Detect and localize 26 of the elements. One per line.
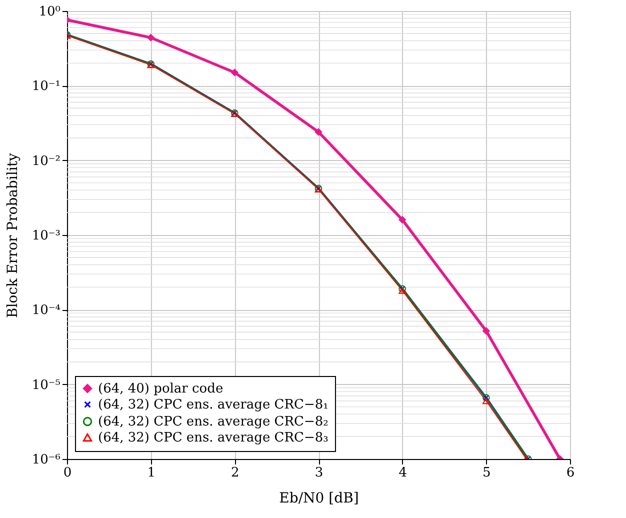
legend-label: (64, 32) CPC ens. average CRC−8₁ <box>98 398 328 412</box>
y-tick-label: 10⁻¹ <box>32 79 60 94</box>
y-tick-label: 10⁻⁵ <box>32 378 60 393</box>
y-axis-title: Block Error Probability <box>4 152 21 318</box>
y-tick-label: 10⁻³ <box>32 228 60 244</box>
x-tick-label: 6 <box>566 466 575 480</box>
y-tick-label: 10⁻² <box>32 154 60 169</box>
y-tick-label: 10⁰ <box>38 4 60 20</box>
y-tick-label: 10⁻⁶ <box>32 452 60 468</box>
point <box>147 34 154 42</box>
y-tick-label: 10⁻⁴ <box>32 303 60 318</box>
legend-label: (64, 40) polar code <box>98 382 224 396</box>
legend-label: (64, 32) CPC ens. average CRC−8₃ <box>98 430 328 446</box>
x-tick-label: 0 <box>63 466 72 480</box>
point <box>482 398 490 404</box>
x-tick-label: 2 <box>231 466 240 480</box>
point <box>482 327 490 335</box>
x-axis-title: Eb/N0 [dB] <box>279 490 359 506</box>
legend-label: (64, 32) CPC ens. average CRC−8₂ <box>98 414 328 430</box>
point <box>398 216 406 224</box>
x-tick-label: 1 <box>147 466 156 480</box>
x-tick-label: 3 <box>314 466 324 480</box>
point <box>231 68 238 76</box>
x-tick-label: 4 <box>398 466 407 480</box>
x-tick-label: 5 <box>482 466 491 480</box>
point <box>314 128 322 136</box>
